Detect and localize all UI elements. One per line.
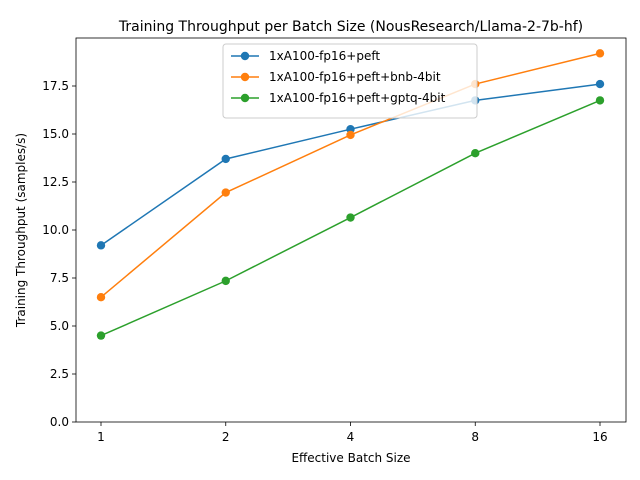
- x-axis-label: Effective Batch Size: [291, 451, 410, 465]
- y-tick-label: 5.0: [50, 319, 69, 333]
- axes-border: [75, 37, 627, 423]
- data-point-s3-3: [346, 213, 355, 222]
- y-tick-label: 7.5: [50, 271, 69, 285]
- legend-box: [222, 43, 478, 119]
- x-tick-label: 2: [222, 430, 230, 444]
- data-point-s2-5: [595, 49, 605, 58]
- y-tick-label: 12.5: [42, 175, 69, 189]
- data-point-s3-5: [595, 96, 605, 105]
- x-tick-label: 16: [592, 430, 607, 444]
- data-point-s3-1: [96, 331, 106, 340]
- y-tick-label: 0.0: [50, 415, 69, 429]
- data-point-s2-3: [346, 130, 355, 140]
- y-tick-label: 17.5: [42, 79, 69, 93]
- legend-label: 1xA100-fp16+peft: [269, 49, 380, 63]
- axes-frame: [75, 37, 627, 423]
- data-point-s1-5: [595, 79, 605, 89]
- data-point-s1-3: [346, 125, 355, 134]
- legend-label: 1xA100-fp16+peft+gptq-4bit: [269, 91, 446, 105]
- chart-marks: [96, 49, 605, 340]
- y-tick-label: 2.5: [50, 367, 69, 381]
- legend: 1xA100-fp16+peft 1xA100-fp16+peft+bnb-4bi…: [222, 43, 478, 119]
- legend-marker: [240, 51, 250, 61]
- x-tick-label: 4: [347, 430, 355, 444]
- data-point-s2-1: [96, 293, 106, 302]
- x-tick-label: 1: [97, 430, 105, 444]
- data-point-s2-2: [221, 188, 230, 197]
- data-point-s1-2: [221, 154, 230, 164]
- legend-label: 1xA100-fp16+peft+bnb-4bit: [269, 70, 441, 84]
- chart-title: Training Throughput per Batch Size (Nous…: [118, 19, 583, 35]
- x-tick-label: 8: [471, 430, 479, 444]
- data-point-s3-2: [221, 276, 230, 286]
- axis-ticks: 1 2 4 8 16 0.0 2.5 5.0 7.5 10.0 12.5 15.0 17.5: [42, 79, 607, 444]
- legend-marker: [240, 93, 250, 103]
- data-point-s3-4: [471, 149, 480, 158]
- y-tick-label: 10.0: [42, 223, 69, 237]
- data-point-s1-1: [96, 241, 106, 250]
- y-tick-label: 15.0: [42, 127, 69, 141]
- y-axis-label: Training Throughput (samples/s): [14, 133, 28, 328]
- legend-marker: [240, 72, 250, 82]
